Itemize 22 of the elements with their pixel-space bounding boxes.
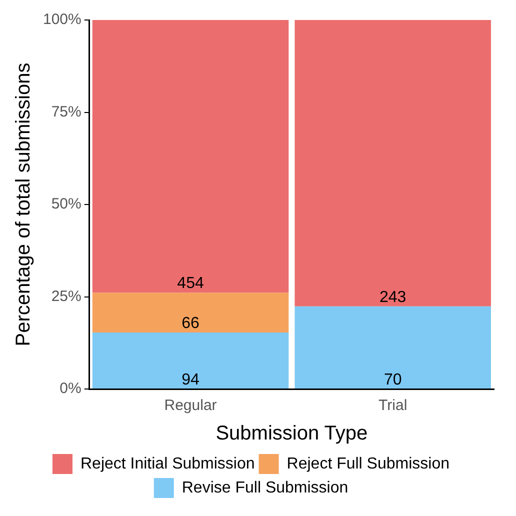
annotation: 243 bbox=[379, 288, 406, 306]
annotation: 94 bbox=[182, 371, 200, 388]
y-tick-label: 50% bbox=[51, 196, 82, 213]
y-tick-label: 0% bbox=[60, 380, 82, 398]
y-tick-label: 25% bbox=[51, 288, 82, 305]
legend-label: Reject Initial Submission bbox=[80, 455, 255, 472]
bar bbox=[294, 20, 491, 306]
y-tick-label: 75% bbox=[51, 103, 82, 120]
x-tick-label: Trial bbox=[378, 397, 408, 414]
annotation: 70 bbox=[384, 371, 402, 388]
x-tick-label: Regular bbox=[164, 397, 217, 414]
annotation: 66 bbox=[182, 314, 200, 332]
bar bbox=[92, 332, 289, 388]
legend-label: Reject Full Submission bbox=[286, 455, 450, 472]
y-tick-label: 100% bbox=[42, 11, 82, 28]
bar bbox=[294, 306, 491, 388]
x-axis-title: Submission Type bbox=[216, 422, 368, 445]
annotation: 454 bbox=[177, 275, 204, 292]
bar bbox=[92, 292, 289, 333]
legend-label: Revise Full Submission bbox=[182, 479, 348, 496]
y-axis-title: Percentage of total submissions bbox=[12, 62, 35, 346]
bar bbox=[92, 20, 289, 293]
